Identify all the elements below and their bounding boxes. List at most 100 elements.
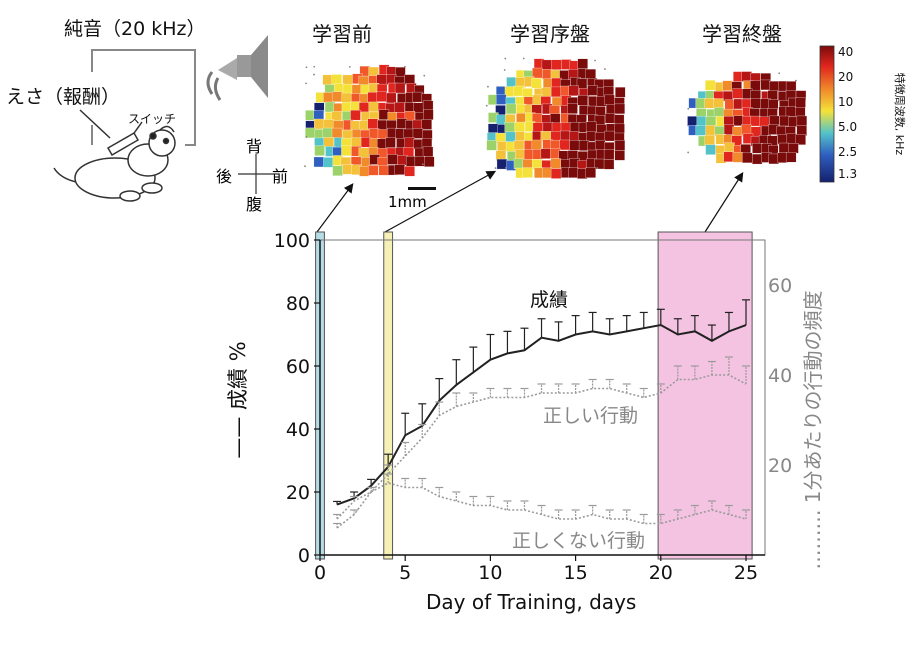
error-bar — [503, 330, 512, 354]
error-bar — [554, 383, 563, 393]
x-tick-label: 5 — [399, 562, 411, 584]
x-tick-label: 10 — [478, 562, 502, 584]
error-bar — [469, 346, 478, 373]
error-bar — [469, 392, 478, 402]
y-tick-label-left: 0 — [298, 545, 310, 567]
error-bar — [333, 513, 342, 519]
error-bar — [418, 423, 427, 438]
map-dot — [687, 151, 690, 154]
map-cell — [614, 140, 626, 151]
error-bar — [742, 509, 750, 519]
y-axis-label-right: ……… 1分あたりの行動の頻度 — [801, 290, 825, 569]
error-bar — [401, 441, 410, 456]
map-dot — [604, 68, 606, 70]
map-cell — [404, 166, 415, 177]
error-bar — [367, 486, 376, 492]
map-cell — [314, 145, 325, 156]
error-bar — [724, 311, 733, 332]
map-cell — [421, 119, 432, 130]
y-tick-label-left: 20 — [286, 482, 310, 504]
map-dot — [503, 69, 506, 71]
error-bar — [673, 318, 682, 335]
map-dot — [505, 166, 508, 169]
error-bar — [639, 513, 648, 524]
y-tick-label-left: 100 — [274, 230, 310, 252]
error-bar — [435, 401, 444, 416]
map-title-early: 学習序盤 — [510, 22, 590, 46]
error-bar — [588, 378, 597, 389]
map-dot — [594, 59, 596, 62]
error-bar — [571, 315, 580, 335]
error-bar — [690, 315, 699, 332]
error-bar — [537, 383, 546, 393]
map-dot — [421, 163, 424, 166]
setup-illustration — [53, 35, 268, 202]
map-cell — [394, 82, 406, 94]
orientation-anterior: 前 — [272, 167, 289, 186]
error-bar — [724, 504, 733, 515]
y-axis-label-left: —— 成績 % — [226, 341, 250, 458]
y-tick-label-right: 20 — [768, 455, 792, 477]
orientation-cross — [238, 154, 274, 194]
highlight-band — [383, 231, 394, 560]
colorbar-title: 特徴周波数, kHz — [893, 73, 906, 156]
map-cell — [615, 86, 626, 98]
error-bar — [690, 365, 699, 380]
error-bar — [486, 333, 495, 360]
error-bar — [742, 299, 750, 326]
map-dot — [778, 72, 781, 75]
error-bar — [537, 318, 546, 338]
y-tick-label-left: 80 — [286, 293, 310, 315]
error-bar — [707, 500, 716, 510]
error-bar — [673, 509, 682, 519]
map-cell — [585, 167, 596, 178]
error-bar — [503, 387, 512, 398]
error-bar — [656, 383, 665, 393]
error-bar — [588, 504, 597, 515]
map-dot — [313, 73, 315, 76]
map-cell — [614, 103, 625, 115]
error-bar — [333, 522, 342, 528]
error-bar — [350, 495, 359, 501]
map-dot — [348, 65, 351, 68]
error-bar — [401, 412, 410, 436]
map-cell — [795, 134, 806, 145]
error-bar — [486, 495, 495, 506]
x-tick-label: 15 — [564, 562, 588, 584]
map-cell — [603, 159, 615, 170]
error-bar — [452, 392, 461, 407]
error-bar — [333, 500, 342, 505]
map-cell — [522, 167, 533, 178]
map-dot — [305, 66, 308, 69]
error-bar — [622, 383, 631, 393]
error-bar — [742, 365, 750, 384]
error-bar — [571, 509, 580, 519]
map-cell — [531, 78, 542, 89]
error-bar — [622, 315, 631, 332]
error-bar — [520, 327, 529, 351]
highlight-band — [657, 231, 753, 560]
cortical-map-before — [304, 64, 435, 177]
colorbar-tick: 1.3 — [838, 167, 857, 181]
error-bar — [452, 359, 461, 385]
y-tick-label-left: 40 — [286, 419, 310, 441]
map-dot — [522, 57, 525, 60]
y-tick-label-left: 60 — [286, 356, 310, 378]
orientation-ventral: 腹 — [246, 195, 263, 214]
cortical-map-late — [687, 71, 808, 165]
error-bar — [435, 486, 444, 497]
error-bar — [435, 378, 444, 401]
map-cell — [785, 152, 797, 163]
map-dot — [795, 79, 797, 82]
map-dot — [404, 65, 406, 68]
scale-bar — [408, 187, 436, 190]
error-bar — [554, 321, 563, 341]
map-dot — [304, 165, 306, 168]
scale-label: 1mm — [388, 193, 427, 211]
map-title-before: 学習前 — [312, 22, 372, 46]
error-bar — [605, 318, 614, 335]
error-bar — [639, 311, 648, 329]
map-dot — [305, 136, 308, 138]
error-bar — [384, 464, 393, 474]
error-bar — [656, 513, 665, 524]
